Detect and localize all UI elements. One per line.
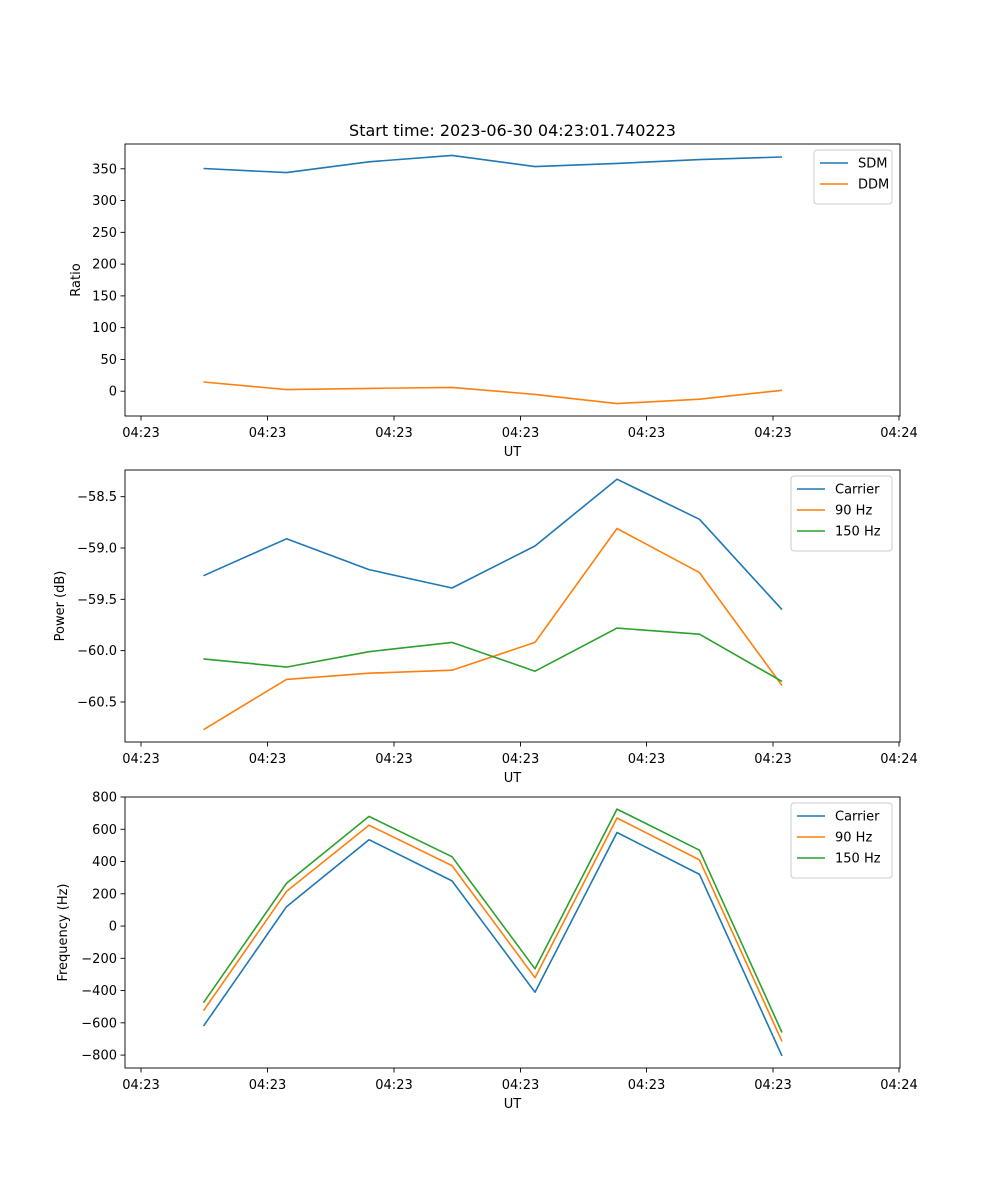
y-tick-label: −58.5 bbox=[77, 490, 117, 505]
x-tick-label: 04:23 bbox=[249, 1078, 286, 1093]
x-axis-label: UT bbox=[504, 1097, 522, 1112]
y-tick-label: 0 bbox=[109, 385, 117, 400]
y-tick-label: −60.5 bbox=[77, 695, 117, 710]
legend-box bbox=[790, 475, 893, 552]
x-tick-label: 04:23 bbox=[628, 1078, 665, 1093]
y-tick-label: 350 bbox=[92, 162, 117, 177]
x-tick-label: 04:24 bbox=[880, 752, 917, 767]
legend-label: SDM bbox=[858, 157, 887, 172]
legend-label: Carrier bbox=[835, 483, 880, 498]
axes-frame bbox=[124, 143, 901, 417]
x-tick-label: 04:24 bbox=[880, 426, 917, 441]
x-axis-label: UT bbox=[504, 771, 522, 786]
y-tick-label: 400 bbox=[92, 855, 117, 870]
x-tick-label: 04:23 bbox=[628, 426, 665, 441]
y-tick-label: 600 bbox=[92, 823, 117, 838]
y-tick-label: 50 bbox=[100, 353, 117, 368]
x-tick-label: 04:23 bbox=[502, 1078, 539, 1093]
y-tick-label: −400 bbox=[81, 984, 117, 999]
series-line-carrier bbox=[202, 831, 783, 1057]
y-tick-label: 800 bbox=[92, 791, 117, 806]
legend-box bbox=[790, 802, 893, 879]
y-tick-label: 250 bbox=[92, 226, 117, 241]
y-tick-label: −59.0 bbox=[77, 542, 117, 557]
x-tick-label: 04:23 bbox=[249, 426, 286, 441]
x-tick-label: 04:23 bbox=[754, 752, 791, 767]
x-tick-label: 04:23 bbox=[249, 752, 286, 767]
series-line-carrier bbox=[203, 478, 783, 611]
legend-label: 150 Hz bbox=[835, 525, 881, 540]
x-tick-label: 04:23 bbox=[502, 752, 539, 767]
series-line-150-hz bbox=[202, 808, 783, 1033]
series-line-ddm bbox=[203, 381, 783, 405]
series-line-sdm bbox=[203, 154, 783, 174]
y-tick-label: −600 bbox=[81, 1016, 117, 1031]
x-tick-label: 04:23 bbox=[754, 1078, 791, 1093]
subplot-1: 04:23 04:23 04:23 04:23 04:23 04:23 04:24 0 50 10… bbox=[69, 143, 918, 460]
x-tick-label: 04:23 bbox=[375, 752, 412, 767]
y-tick-label: −60.0 bbox=[77, 644, 117, 659]
axes-frame bbox=[124, 469, 901, 743]
legend-label: Carrier bbox=[835, 810, 880, 825]
y-tick-label: −59.5 bbox=[77, 593, 117, 608]
x-tick-label: 04:23 bbox=[122, 752, 159, 767]
x-tick-label: 04:23 bbox=[375, 426, 412, 441]
y-tick-label: −200 bbox=[81, 952, 117, 967]
y-tick-label: 100 bbox=[92, 321, 117, 336]
legend: Carrier 90 Hz 150 Hz bbox=[790, 802, 893, 879]
y-tick-label: 300 bbox=[92, 194, 117, 209]
x-tick-label: 04:23 bbox=[502, 426, 539, 441]
y-axis-label: Ratio bbox=[69, 263, 84, 296]
x-tick-label: 04:24 bbox=[880, 1078, 917, 1093]
subplot-3: 04:23 04:23 04:23 04:23 04:23 04:23 04:24 −800 −… bbox=[56, 791, 918, 1113]
legend: SDM DDM bbox=[813, 149, 893, 205]
legend-label: 90 Hz bbox=[835, 831, 872, 846]
y-tick-label: 200 bbox=[92, 887, 117, 902]
series-line-90-hz bbox=[202, 817, 783, 1042]
x-tick-label: 04:23 bbox=[754, 426, 791, 441]
y-axis-label: Frequency (Hz) bbox=[56, 883, 71, 981]
axes-frame bbox=[124, 796, 901, 1069]
x-axis-label: UT bbox=[504, 445, 522, 460]
y-tick-label: 0 bbox=[109, 920, 117, 935]
x-tick-label: 04:23 bbox=[375, 1078, 412, 1093]
x-tick-label: 04:23 bbox=[122, 426, 159, 441]
y-tick-label: −800 bbox=[81, 1049, 117, 1064]
y-tick-label: 150 bbox=[92, 289, 117, 304]
y-tick-label: 200 bbox=[92, 258, 117, 273]
legend-label: DDM bbox=[858, 178, 889, 193]
x-tick-label: 04:23 bbox=[628, 752, 665, 767]
legend: Carrier 90 Hz 150 Hz bbox=[790, 475, 893, 552]
series-line-150-hz bbox=[203, 627, 783, 683]
x-tick-label: 04:23 bbox=[122, 1078, 159, 1093]
figure-title: Start time: 2023-06-30 04:23:01.740223 bbox=[349, 121, 676, 140]
legend-label: 90 Hz bbox=[835, 504, 872, 519]
legend-label: 150 Hz bbox=[835, 852, 881, 867]
subplot-2: 04:23 04:23 04:23 04:23 04:23 04:23 04:24 −60.5… bbox=[53, 469, 918, 786]
subplots: 04:23 04:23 04:23 04:23 04:23 04:23 04:24 0 50 10… bbox=[53, 143, 918, 1113]
y-axis-label: Power (dB) bbox=[53, 571, 68, 642]
